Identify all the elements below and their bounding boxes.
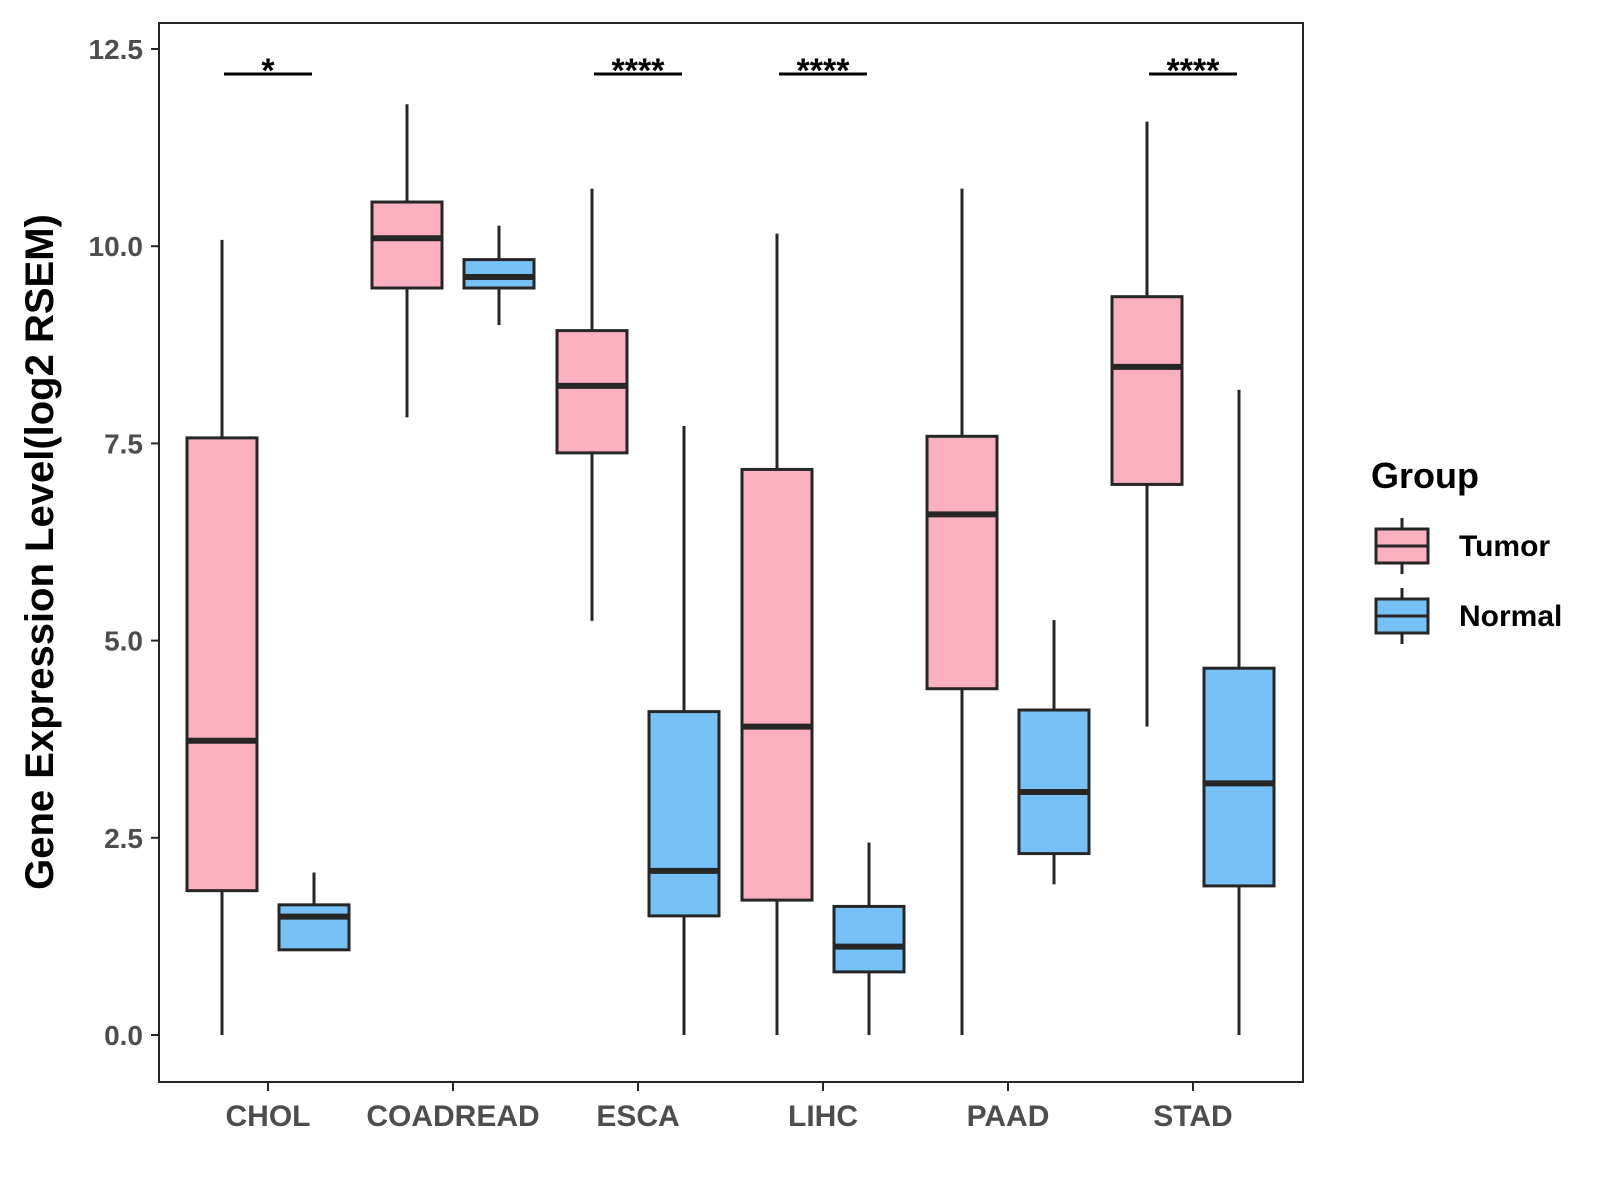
box-tumor-lihc (740, 233, 814, 1035)
y-tick-label: 5.0 (104, 626, 143, 657)
significance-layer: * **** **** **** (224, 52, 1237, 90)
box-normal-coadread (462, 225, 536, 326)
y-tick-label: 10.0 (89, 231, 144, 262)
box-iqr (832, 904, 906, 974)
x-tick-label: LIHC (788, 1100, 858, 1133)
box-tumor-stad (1110, 121, 1184, 727)
box-tumor-paad (925, 188, 999, 1035)
box-normal-chol (277, 872, 351, 952)
y-tick-label: 0.0 (104, 1020, 143, 1051)
box-tumor-coadread (370, 104, 444, 418)
y-tick-label: 2.5 (104, 823, 143, 854)
box-iqr (185, 436, 259, 893)
box-iqr (370, 200, 444, 290)
legend-item-tumor: Tumor (1374, 518, 1550, 574)
x-tick-label: COADREAD (366, 1100, 539, 1133)
significance-stad: **** (1149, 52, 1237, 90)
legend-key (1374, 588, 1430, 644)
significance-esca: **** (594, 52, 682, 90)
legend-key (1374, 518, 1430, 574)
significance-stars: **** (1167, 52, 1221, 90)
box-tumor-chol (185, 239, 259, 1035)
significance-stars: * (261, 52, 275, 90)
box-normal-lihc (832, 842, 906, 1035)
x-tick-label: CHOL (226, 1100, 311, 1133)
legend-label: Tumor (1459, 530, 1550, 563)
y-axis-title: Gene Expression Level(log2 RSEM) (18, 214, 62, 890)
y-axis: 0.0 2.5 5.0 7.5 10.0 12.5 (89, 34, 159, 1051)
box-normal-stad (1202, 389, 1276, 1035)
boxes-layer (185, 104, 1276, 1035)
y-tick-label: 7.5 (104, 428, 143, 459)
box-tumor-esca (555, 188, 629, 621)
legend-title: Group (1371, 455, 1479, 496)
legend-label: Normal (1459, 600, 1562, 633)
x-tick-label: STAD (1153, 1100, 1232, 1133)
box-iqr (647, 710, 721, 918)
box-iqr (277, 903, 351, 952)
box-iqr (1110, 295, 1184, 486)
x-tick-label: ESCA (596, 1100, 679, 1133)
significance-chol: * (224, 52, 312, 90)
box-iqr (925, 434, 999, 691)
y-tick-label: 12.5 (89, 34, 144, 65)
box-normal-esca (647, 426, 721, 1035)
box-iqr (1017, 708, 1091, 856)
significance-stars: **** (612, 52, 666, 90)
box-iqr (555, 329, 629, 455)
box-iqr (740, 467, 814, 902)
box-iqr (462, 258, 536, 290)
legend-item-normal: Normal (1374, 588, 1562, 644)
box-iqr (1202, 666, 1276, 888)
x-tick-label: PAAD (967, 1100, 1050, 1133)
significance-stars: **** (797, 52, 851, 90)
significance-lihc: **** (779, 52, 867, 90)
x-axis: CHOL COADREAD ESCA LIHC PAAD STAD (226, 1082, 1233, 1133)
legend: Group Tumor Normal (1371, 455, 1562, 644)
box-normal-paad (1017, 620, 1091, 885)
